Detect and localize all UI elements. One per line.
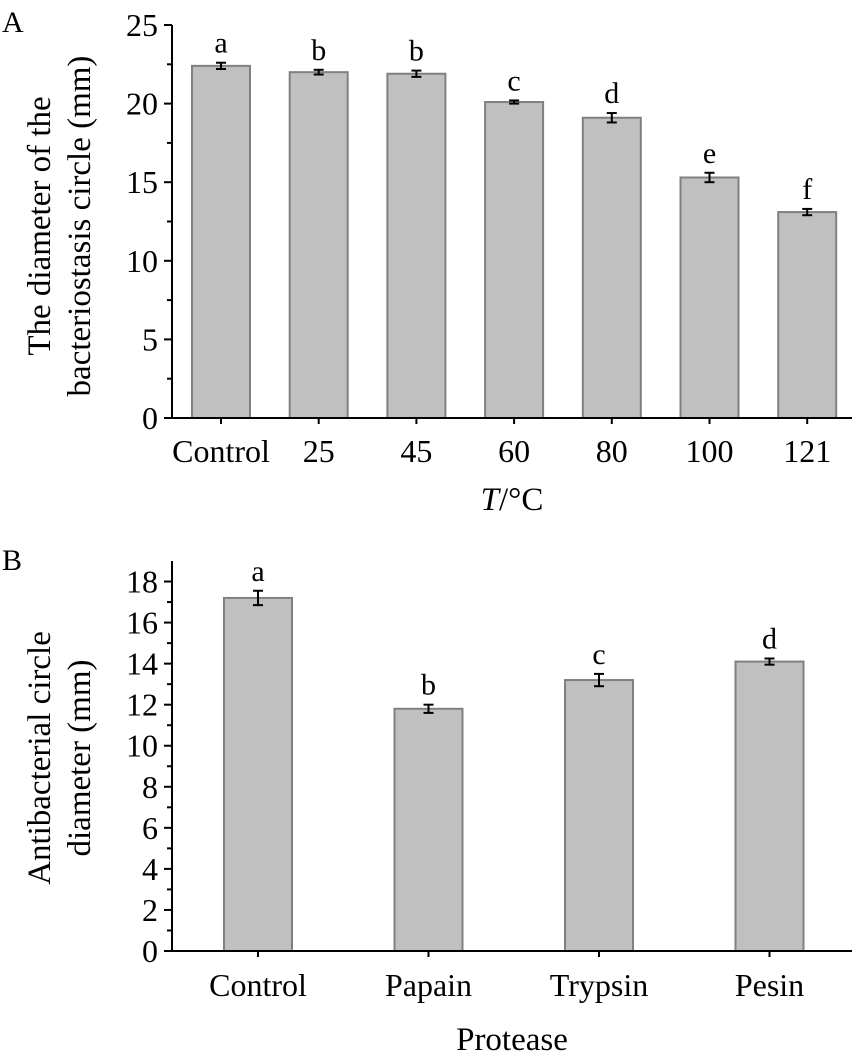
error-bar-a-5 (704, 171, 715, 184)
y-axis-title-a-line2: bacteriostasis circle (mm) (62, 56, 98, 397)
bar-a-6 (777, 211, 838, 419)
y-axis-title-b: Antibacterial circle diameter (mm) (22, 631, 98, 885)
x-tick-label-a-2: 45 (400, 433, 432, 469)
y-tick-label-b-7: 14 (126, 646, 158, 682)
y-tick-label-a-0: 0 (142, 400, 158, 436)
x-tick-label-a-0: Control (172, 433, 270, 469)
bar-a-5 (679, 176, 740, 419)
significance-label-a-6: f (802, 173, 812, 206)
error-bar-b-2 (594, 672, 604, 688)
x-tick-label-b-1: Papain (385, 967, 472, 1003)
chart-panel-a: A The diameter of the bacteriostasis cir… (2, 6, 852, 518)
x-tick-label-a-1: 25 (303, 433, 335, 469)
y-tick-label-a-3: 15 (126, 164, 158, 200)
y-tick-label-b-4: 8 (142, 769, 158, 805)
significance-label-a-1: b (311, 34, 326, 67)
error-bar-a-0 (216, 61, 226, 71)
x-axis-title-b: Protease (456, 1022, 568, 1058)
x-axis-title-a-italic: T (481, 482, 502, 518)
x-axis-title-a-unit: /°C (499, 482, 543, 518)
y-tick-label-b-2: 4 (142, 851, 158, 887)
significance-label-a-2: b (409, 35, 424, 68)
x-tick-label-b-3: Pesin (735, 967, 804, 1003)
x-tick-label-a-4: 80 (596, 433, 628, 469)
x-tick-label-a-5: 100 (686, 433, 734, 469)
bar-a-4 (581, 116, 642, 420)
y-tick-label-a-1: 5 (142, 321, 158, 357)
significance-label-b-2: c (592, 638, 605, 671)
error-bar-a-2 (411, 69, 422, 78)
error-bar-a-4 (606, 112, 617, 124)
y-tick-label-b-0: 0 (142, 933, 158, 969)
significance-label-a-4: d (604, 77, 619, 110)
significance-label-a-0: a (214, 27, 227, 60)
bar-b-3 (734, 660, 805, 952)
bar-a-2 (386, 72, 447, 420)
significance-label-b-0: a (251, 555, 264, 588)
y-axis-title-a: The diameter of the bacteriostasis circl… (22, 56, 98, 397)
y-axis-title-b-line2: diameter (mm) (62, 659, 98, 856)
y-tick-label-b-1: 2 (142, 892, 158, 928)
significance-label-b-1: b (421, 669, 436, 702)
bar-a-0 (191, 64, 251, 419)
error-bar-a-1 (313, 68, 324, 76)
x-axis-title-a: T/°C (481, 482, 544, 518)
error-bar-a-3 (509, 99, 520, 105)
y-tick-label-b-6: 12 (126, 687, 158, 723)
x-tick-label-b-2: Trypsin (550, 967, 648, 1003)
y-tick-label-b-9: 18 (126, 564, 158, 600)
y-tick-label-b-5: 10 (126, 728, 158, 764)
significance-label-a-3: c (507, 64, 520, 97)
significance-label-b-3: d (762, 623, 777, 656)
error-bar-b-1 (423, 703, 434, 714)
bar-a-1 (288, 71, 349, 419)
panel-label-a: A (2, 6, 24, 39)
significance-label-a-5: e (703, 137, 716, 170)
bar-a-3 (484, 101, 545, 419)
y-tick-label-a-2: 10 (126, 243, 158, 279)
y-axis-title-a-line1: The diameter of the (22, 96, 58, 355)
x-tick-label-b-0: Control (209, 967, 307, 1003)
y-tick-label-b-8: 16 (126, 605, 158, 641)
y-axis-title-b-line1: Antibacterial circle (22, 631, 58, 885)
y-tick-label-b-3: 6 (142, 810, 158, 846)
y-tick-label-a-4: 20 (126, 86, 158, 122)
bar-b-1 (393, 707, 464, 953)
error-bar-a-6 (802, 207, 813, 217)
chart-panel-b: B Antibacterial circle diameter (mm) Pro… (2, 544, 852, 1058)
y-tick-label-a-5: 25 (126, 7, 158, 43)
error-bar-b-0 (253, 589, 263, 607)
bar-b-2 (564, 679, 634, 952)
panel-label-b: B (2, 544, 22, 577)
bar-b-0 (223, 596, 293, 953)
error-bar-b-3 (764, 657, 775, 666)
x-tick-label-a-6: 121 (783, 433, 831, 469)
x-tick-label-a-3: 60 (498, 433, 530, 469)
